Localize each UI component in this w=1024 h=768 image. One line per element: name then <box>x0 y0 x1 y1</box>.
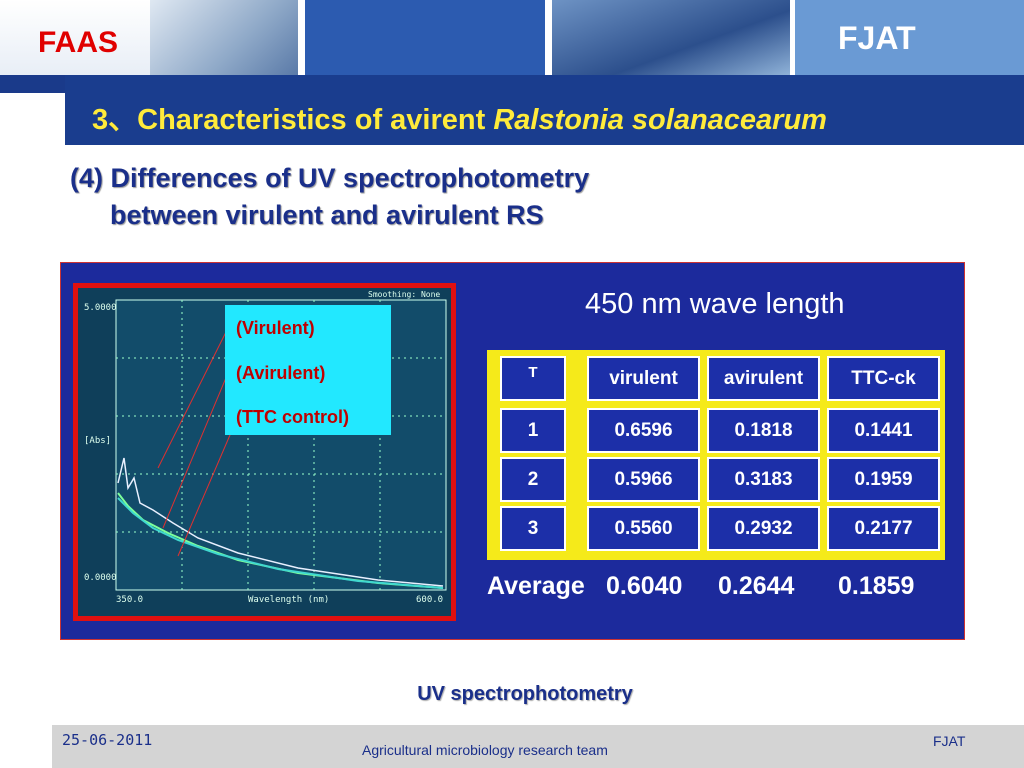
footer-bar <box>52 725 1024 768</box>
scope-label: 350.0 <box>116 595 143 605</box>
title-italic: Ralstonia solanacearum <box>493 104 827 136</box>
logo-right: FJAT <box>838 20 916 56</box>
scope-label: 600.0 <box>416 595 443 605</box>
table-header: TTC-ck <box>827 356 940 401</box>
table-cell: 0.1959 <box>827 457 940 502</box>
figure-heading: 450 nm wave length <box>585 288 845 320</box>
logo-left: FAAS <box>38 26 119 59</box>
subtitle-line: between virulent and avirulent RS <box>110 200 544 230</box>
title-text: 3、Characteristics of avirent <box>92 104 494 136</box>
table-cell: 0.1818 <box>707 408 820 453</box>
caption: UV spectrophotometry <box>417 683 633 705</box>
legend-pointers <box>157 327 234 557</box>
header-left <box>0 0 150 75</box>
legend-label: (Avirulent) <box>236 363 326 383</box>
table-cell: 2 <box>500 457 566 502</box>
scope-label: 5.0000 <box>84 303 117 313</box>
legend-box <box>225 305 391 435</box>
curve-ttc <box>117 497 444 589</box>
scope-label: Wavelength (nm) <box>248 595 329 605</box>
scope-label: 0.0000 <box>84 573 117 583</box>
table-cell: 3 <box>500 506 566 551</box>
table-cell: 0.2177 <box>827 506 940 551</box>
scope-label: [Abs] <box>84 436 111 446</box>
average-value: 0.1859 <box>838 572 915 600</box>
table-cell: 0.5966 <box>587 457 700 502</box>
header-block <box>305 0 545 75</box>
footer-org: FJAT <box>933 733 966 749</box>
footer-team: Agricultural microbiology research team <box>362 742 608 758</box>
header-image <box>552 0 790 75</box>
table-header: avirulent <box>707 356 820 401</box>
table-cell: 0.5560 <box>587 506 700 551</box>
average-value: 0.6040 <box>606 572 683 600</box>
table-header: T <box>500 356 566 401</box>
table-cell: 0.3183 <box>707 457 820 502</box>
table-cell: 0.6596 <box>587 408 700 453</box>
header-image <box>150 0 298 75</box>
legend-label: (Virulent) <box>236 318 315 338</box>
slide-title: 3、Characteristics of avirent Ralstonia s… <box>92 96 827 138</box>
curve-virulent <box>117 457 444 587</box>
footer-date: 25-06-2011 <box>62 731 153 749</box>
average-label: Average <box>487 572 585 600</box>
header-block <box>795 0 1024 75</box>
average-value: 0.2644 <box>718 572 795 600</box>
title-bar <box>65 75 1024 145</box>
table-header: virulent <box>587 356 700 401</box>
table-cell: 0.2932 <box>707 506 820 551</box>
subtitle-line: (4) Differences of UV spectrophotometry <box>70 163 590 193</box>
table-cell: 1 <box>500 408 566 453</box>
legend-label: (TTC control) <box>236 407 349 427</box>
scope-label: Smoothing: None <box>368 290 440 299</box>
table-cell: 0.1441 <box>827 408 940 453</box>
